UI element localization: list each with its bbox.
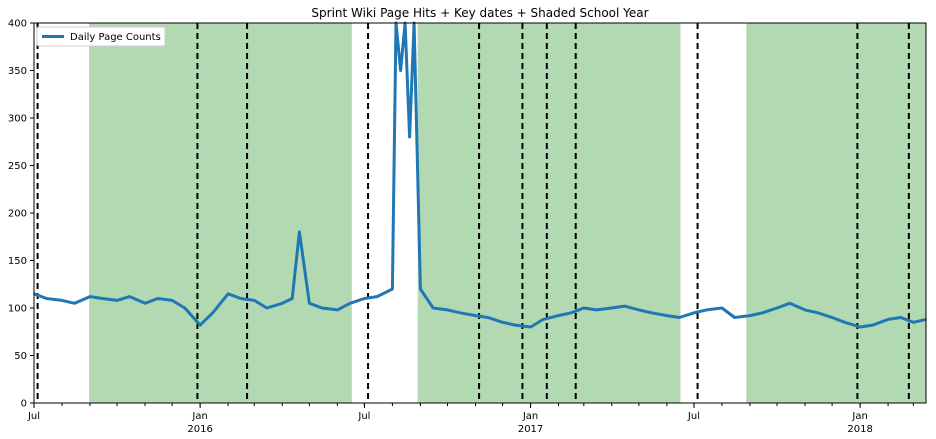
- x-axis: Jul Jan 2016 Jul Jan 2017 Jul Jan 2018: [27, 403, 914, 435]
- legend-box: [36, 26, 166, 47]
- data-point: [501, 321, 504, 324]
- data-point: [623, 305, 626, 307]
- data-point: [336, 309, 339, 311]
- data-point: [705, 309, 708, 311]
- data-point: [749, 314, 751, 317]
- data-point: [678, 316, 681, 319]
- data-point: [459, 311, 461, 314]
- data-point: [899, 316, 902, 319]
- data-point: [376, 295, 378, 298]
- data-point: [116, 299, 118, 302]
- school-year-band: [417, 23, 681, 403]
- data-point: [253, 299, 256, 302]
- data-point: [583, 307, 585, 309]
- data-point: [816, 311, 819, 314]
- data-point: [487, 316, 489, 319]
- data-point: [61, 299, 63, 302]
- data-point: [557, 314, 560, 317]
- data-point: [391, 288, 394, 290]
- data-point: [183, 307, 186, 309]
- x-tick-year-label: 2016: [187, 424, 212, 435]
- data-point: [128, 295, 131, 298]
- data-point: [788, 302, 791, 305]
- x-tick-label: Jul: [357, 411, 370, 422]
- data-point: [419, 288, 422, 290]
- data-point: [349, 302, 351, 305]
- series-layer: [33, 21, 927, 329]
- data-point: [776, 307, 778, 309]
- y-tick-label: 350: [8, 66, 27, 77]
- y-tick-label: 0: [21, 399, 27, 410]
- data-point: [144, 302, 146, 305]
- data-point: [101, 297, 104, 300]
- data-point: [514, 324, 517, 326]
- y-axis: 0 50 100 150 200 250 300 350 400: [8, 19, 34, 410]
- data-point: [542, 318, 544, 321]
- data-point: [281, 302, 284, 305]
- data-point: [804, 309, 806, 311]
- data-point: [298, 231, 301, 233]
- data-point: [887, 318, 889, 321]
- data-point: [408, 136, 411, 138]
- data-point: [859, 326, 861, 328]
- data-point: [721, 307, 723, 309]
- data-point: [239, 297, 242, 300]
- data-point: [321, 307, 323, 309]
- data-point: [638, 309, 640, 311]
- school-year-shading: [89, 23, 926, 403]
- data-point: [156, 297, 159, 300]
- legend: Daily Page Counts: [36, 26, 166, 47]
- data-point: [650, 311, 653, 314]
- data-point: [611, 307, 613, 309]
- data-point: [666, 314, 668, 317]
- data-point: [227, 292, 229, 295]
- data-point: [363, 297, 366, 300]
- data-point: [474, 314, 477, 317]
- data-point: [211, 311, 214, 314]
- y-tick-label: 100: [8, 304, 27, 315]
- data-point: [399, 69, 402, 72]
- y-tick-label: 400: [8, 19, 27, 30]
- x-tick-year-label: 2018: [847, 424, 872, 435]
- x-tick-label: Jul: [27, 411, 40, 422]
- data-point: [199, 324, 201, 326]
- y-tick-label: 300: [8, 114, 27, 125]
- data-point: [73, 302, 76, 305]
- data-point: [843, 321, 846, 324]
- data-point: [45, 297, 48, 300]
- data-point: [570, 311, 572, 314]
- data-point: [529, 326, 532, 328]
- y-tick-label: 50: [14, 351, 27, 362]
- data-point: [733, 316, 736, 319]
- data-point: [308, 302, 311, 305]
- data-point: [446, 309, 449, 311]
- y-tick-label: 250: [8, 161, 27, 172]
- data-point: [761, 311, 764, 314]
- data-point: [171, 299, 173, 302]
- chart-title: Sprint Wiki Page Hits + Key dates + Shad…: [311, 6, 648, 20]
- x-tick-year-label: 2017: [518, 424, 543, 435]
- data-point: [693, 311, 695, 314]
- x-tick-label: Jan: [191, 411, 207, 422]
- data-point: [831, 316, 833, 319]
- data-point: [432, 307, 434, 309]
- school-year-band: [746, 23, 926, 403]
- y-tick-label: 200: [8, 209, 27, 220]
- x-tick-label: Jan: [522, 411, 538, 422]
- key-date-lines: [36, 23, 910, 403]
- x-tick-label: Jan: [851, 411, 867, 422]
- legend-label: Daily Page Counts: [70, 32, 161, 43]
- data-point: [912, 321, 915, 324]
- data-point: [266, 307, 268, 309]
- y-tick-label: 150: [8, 256, 27, 267]
- data-point: [291, 297, 294, 300]
- data-point: [89, 295, 91, 298]
- data-point: [595, 309, 598, 311]
- data-point: [871, 324, 874, 326]
- school-year-band: [89, 23, 352, 403]
- x-tick-label: Jul: [687, 411, 700, 422]
